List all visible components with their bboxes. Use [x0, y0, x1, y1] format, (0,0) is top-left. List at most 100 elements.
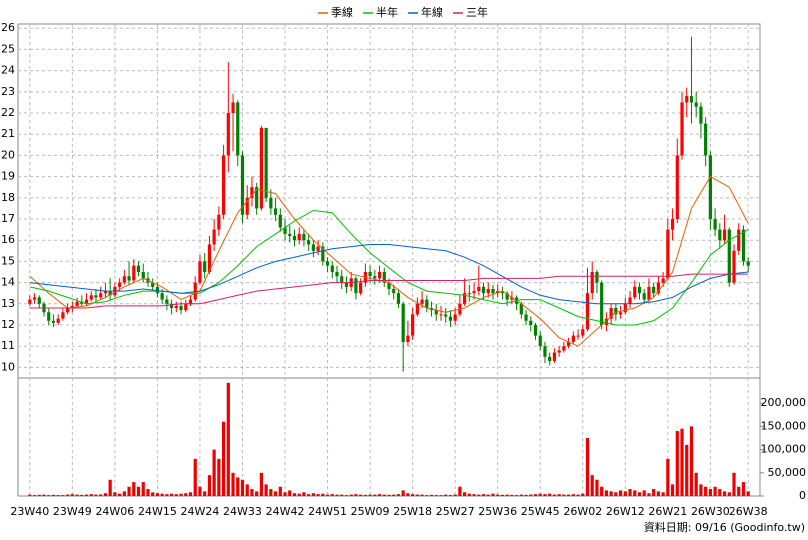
volume-bar [165, 494, 169, 496]
y2-tick-label: 100,000 [761, 443, 807, 456]
candle-body [203, 261, 207, 273]
candle-body [99, 293, 103, 298]
volume-bar [321, 493, 325, 496]
x-tick-label: 23W40 [10, 505, 49, 518]
x-tick-label: 26W30 [691, 505, 730, 518]
candle-body [311, 244, 315, 251]
candle-body [236, 102, 240, 156]
candle-body [297, 233, 301, 241]
x-tick-label: 25W18 [393, 505, 432, 518]
candle-body [340, 276, 344, 283]
candle-body [543, 346, 547, 357]
volume-bar [278, 486, 282, 496]
volume-bar [325, 494, 330, 496]
volume-bar [47, 495, 51, 496]
volume-bar [122, 491, 126, 496]
candle-body [217, 214, 221, 230]
volume-bar [581, 493, 585, 496]
volume-bar [127, 486, 131, 496]
volume-bar [633, 490, 637, 496]
candle-body [155, 286, 160, 294]
volume-bar [675, 431, 679, 496]
volume-bar [746, 491, 750, 496]
candle-body [401, 303, 405, 342]
y-tick-label: 12 [1, 318, 15, 331]
volume-bar [316, 494, 320, 496]
candle-body [552, 352, 557, 362]
candle-body [590, 272, 594, 294]
candle-body [524, 314, 528, 321]
volume-bar [302, 492, 306, 496]
candle-body [273, 208, 278, 215]
volume-bar [226, 382, 230, 496]
volume-bar [141, 482, 145, 496]
volume-bar [732, 472, 736, 496]
candle-body [505, 293, 509, 300]
candle-body [699, 106, 703, 124]
candle-body [486, 288, 490, 294]
candle-body [56, 318, 60, 323]
candle-body [694, 102, 698, 107]
candle-body [51, 320, 56, 323]
y-tick-label: 24 [1, 64, 15, 77]
y-tick-label: 23 [1, 85, 15, 98]
volume-bar [722, 491, 727, 496]
volume-bar [198, 486, 202, 496]
volume-bar [411, 494, 415, 496]
volume-bar [670, 484, 675, 496]
candle-body [420, 299, 424, 304]
volume-bar [481, 494, 486, 496]
volume-bar [571, 494, 575, 496]
volume-bar [510, 494, 514, 496]
candle-body [212, 229, 216, 245]
candle-body [368, 272, 372, 277]
volume-bar [255, 491, 259, 496]
volume-bar [467, 493, 471, 496]
candle-body [132, 265, 136, 281]
candle-body [453, 314, 457, 321]
volume-bar [146, 489, 150, 496]
volume-bar [56, 495, 60, 496]
volume-bar [387, 494, 391, 496]
volume-bar [500, 494, 505, 496]
candle-body [302, 233, 306, 241]
y-tick-label: 19 [1, 170, 15, 183]
x-tick-label: 26W21 [648, 505, 687, 518]
x-tick-label: 25W27 [436, 505, 475, 518]
volume-bar [392, 494, 396, 496]
candle-body [84, 299, 89, 304]
candle-body [585, 293, 590, 330]
x-tick-label: 25W45 [521, 505, 560, 518]
volume-bar [307, 494, 311, 496]
volume-bar [737, 486, 741, 496]
volume-bar [628, 489, 632, 496]
volume-bar [680, 428, 684, 496]
volume-bar [543, 494, 547, 496]
volume-bar [505, 494, 509, 496]
candle-body [108, 291, 112, 296]
candle-body [354, 278, 358, 294]
volume-bar [463, 492, 467, 496]
volume-bar [647, 493, 651, 496]
candle-body [61, 312, 65, 319]
volume-bar [89, 494, 93, 496]
candle-body [269, 197, 273, 209]
candle-body [713, 219, 717, 230]
candle-body [32, 297, 37, 300]
candle-body [373, 276, 377, 279]
volume-bar [741, 482, 746, 496]
y-tick-label: 21 [1, 127, 15, 140]
candle-body [533, 325, 538, 336]
x-tick-label: 25W36 [478, 505, 517, 518]
candle-body [37, 297, 41, 304]
ma-line [29, 209, 749, 326]
volume-bar [538, 493, 542, 496]
volume-bar [184, 493, 188, 496]
candle-body [359, 282, 363, 294]
x-tick-label: 24W42 [266, 505, 305, 518]
candle-body [510, 297, 514, 300]
volume-bar [311, 493, 315, 496]
volume-bar [99, 494, 103, 496]
candle-body [221, 155, 226, 215]
